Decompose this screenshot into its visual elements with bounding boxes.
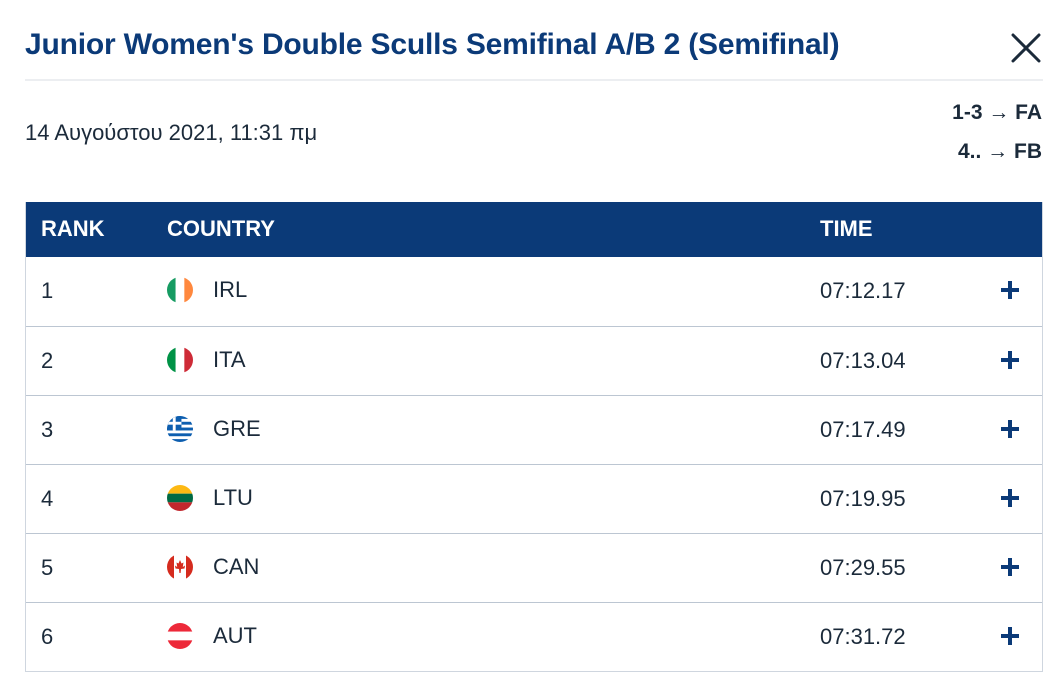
rank-cell: 3: [41, 417, 54, 442]
close-button[interactable]: [1008, 30, 1044, 66]
results-table: RANK COUNTRY TIME 1 IRL 07:12.17: [25, 202, 1043, 672]
country-cell: ITA: [213, 347, 246, 372]
austria-flag-icon: [167, 623, 193, 649]
progression-rule-fa: 1-3 → FA: [952, 101, 1042, 124]
canada-flag-icon: [167, 554, 193, 580]
time-cell: 07:29.55: [820, 555, 906, 580]
race-date: 14 Αυγούστου 2021, 11:31 πμ: [25, 120, 318, 145]
plus-icon: [1001, 281, 1019, 299]
plus-icon: [1001, 420, 1019, 438]
table-row: 4 LTU 07:19.95: [26, 464, 1042, 533]
expand-row-button[interactable]: [999, 279, 1021, 301]
time-cell: 07:17.49: [820, 417, 906, 442]
rank-cell: 4: [41, 486, 54, 511]
plus-icon: [1001, 558, 1019, 576]
time-cell: 07:13.04: [820, 348, 906, 373]
rank-cell: 5: [41, 555, 54, 580]
country-cell: LTU: [213, 485, 253, 510]
expand-row-button[interactable]: [999, 418, 1021, 440]
country-cell: GRE: [213, 416, 261, 441]
plus-icon: [1001, 627, 1019, 645]
plus-icon: [1001, 489, 1019, 507]
time-cell: 07:31.72: [820, 624, 906, 649]
column-header-country: COUNTRY: [167, 216, 275, 241]
column-header-time: TIME: [820, 216, 873, 241]
time-cell: 07:19.95: [820, 486, 906, 511]
title-divider: [25, 79, 1043, 81]
country-cell: CAN: [213, 554, 260, 579]
rank-cell: 6: [41, 624, 54, 649]
plus-icon: [1001, 351, 1019, 369]
time-cell: 07:12.17: [820, 278, 906, 303]
lithuania-flag-icon: [167, 485, 193, 511]
italy-flag-icon: [167, 347, 193, 373]
expand-row-button[interactable]: [999, 625, 1021, 647]
expand-row-button[interactable]: [999, 349, 1021, 371]
page-title: Junior Women's Double Sculls Semifinal A…: [25, 28, 840, 61]
table-row: 1 IRL 07:12.17: [26, 257, 1042, 326]
progression-rule-fb: 4.. → FB: [957, 140, 1042, 163]
table-row: 5 CAN 07:29.55: [26, 533, 1042, 602]
rank-cell: 1: [41, 278, 54, 303]
ireland-flag-icon: [167, 277, 193, 303]
table-header: RANK COUNTRY TIME: [26, 202, 1042, 257]
table-row: 2 ITA 07:13.04: [26, 326, 1042, 395]
country-cell: AUT: [213, 623, 257, 648]
table-row: 3 GRE 07:17.49: [26, 395, 1042, 464]
column-header-rank: RANK: [41, 216, 105, 241]
expand-row-button[interactable]: [999, 487, 1021, 509]
greece-flag-icon: [167, 416, 193, 442]
expand-row-button[interactable]: [999, 556, 1021, 578]
close-icon: [1011, 33, 1041, 63]
table-row: 6 AUT 07:31.72: [26, 602, 1042, 671]
country-cell: IRL: [213, 277, 248, 302]
rank-cell: 2: [41, 348, 54, 373]
